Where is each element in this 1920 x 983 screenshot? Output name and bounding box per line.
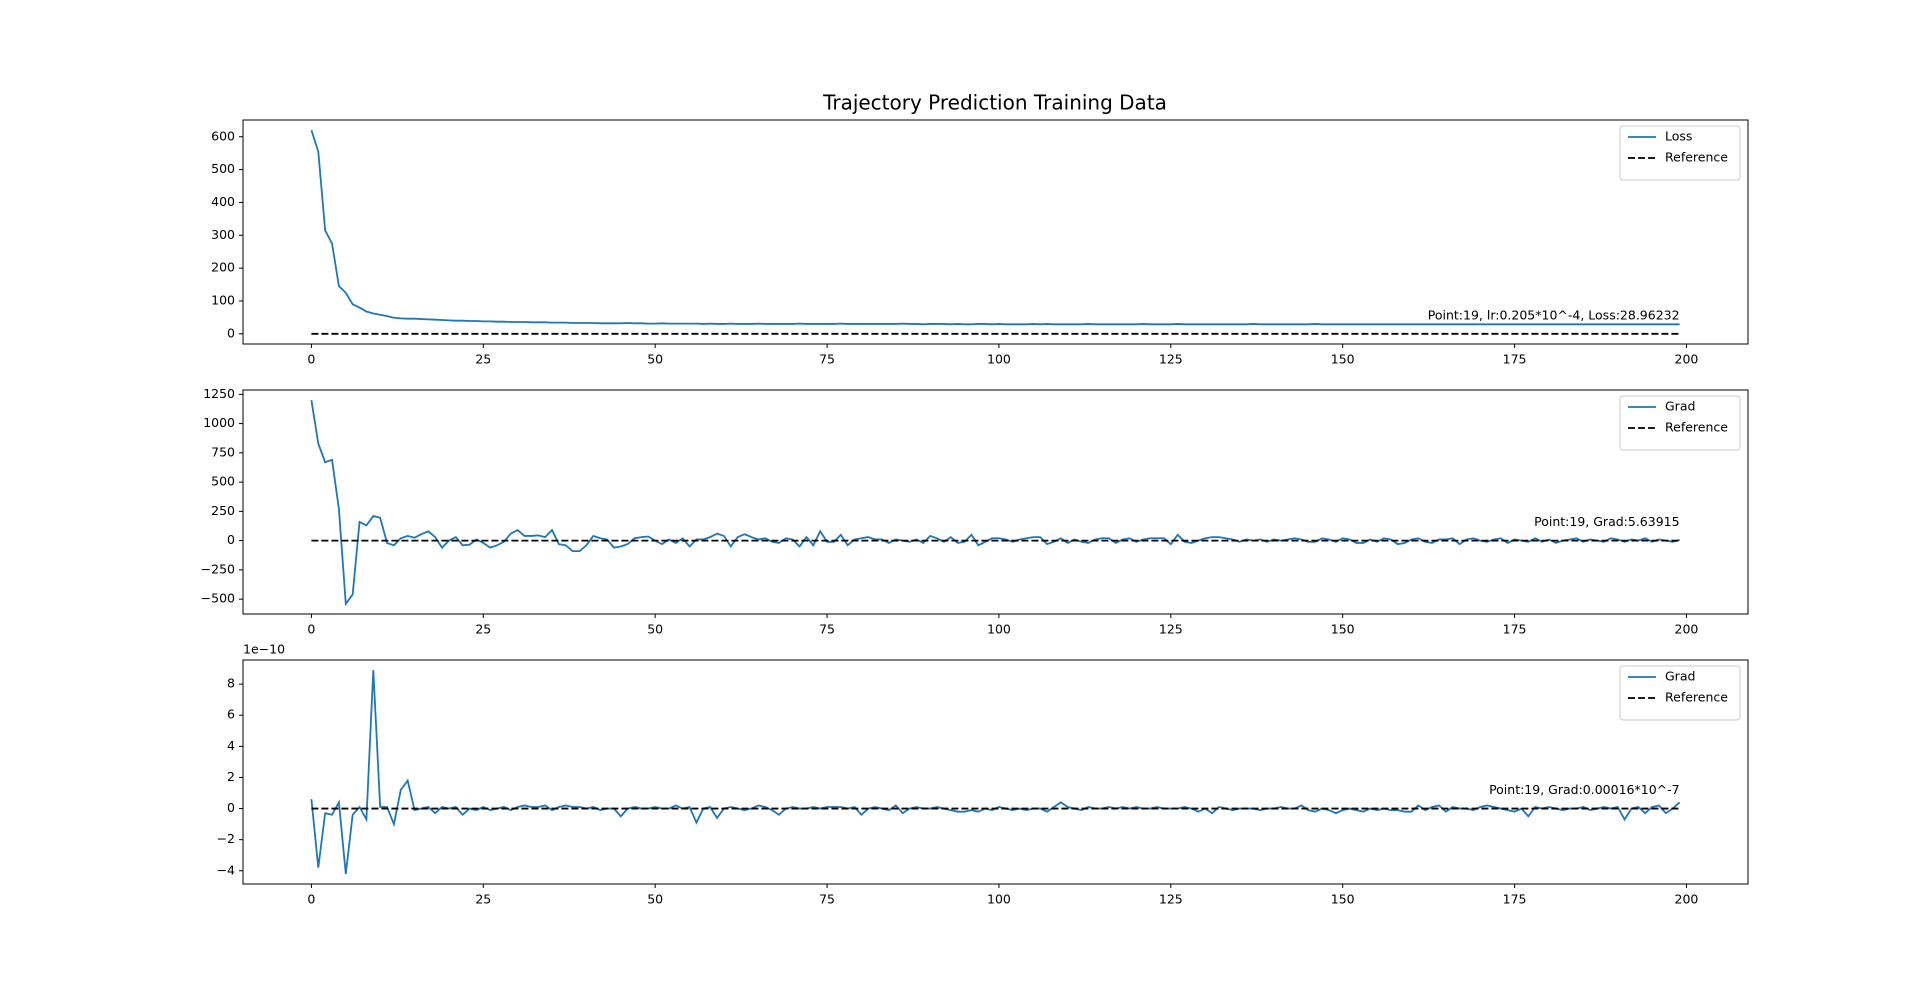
x-tick-label: 200 <box>1675 352 1699 367</box>
x-tick-label: 175 <box>1503 892 1527 907</box>
y-tick-label: −250 <box>201 561 235 576</box>
x-tick-label: 125 <box>1159 892 1183 907</box>
legend-label: Reference <box>1665 420 1728 435</box>
x-tick-label: 200 <box>1675 622 1699 637</box>
y-tick-label: 0 <box>227 532 235 547</box>
legend-label: Grad <box>1665 399 1695 414</box>
y-tick-label: 1000 <box>203 415 235 430</box>
x-tick-label: 175 <box>1503 352 1527 367</box>
x-tick-label: 75 <box>819 892 835 907</box>
x-tick-label: 175 <box>1503 622 1527 637</box>
x-tick-label: 0 <box>307 622 315 637</box>
y-tick-label: 200 <box>211 260 235 275</box>
y-tick-label: 0 <box>227 800 235 815</box>
data-line <box>310 400 1680 607</box>
y-tick-label: 2 <box>227 769 235 784</box>
y-tick-label: 250 <box>211 503 235 518</box>
subplot: 0 25 50 75 100 125 150 175 200 0 100 200 300 400 500 60… <box>211 119 1749 367</box>
annotation: Point:19, Grad:5.63915 <box>1534 514 1679 529</box>
legend-label: Reference <box>1665 150 1728 165</box>
x-tick-label: 100 <box>987 892 1011 907</box>
offset-label: 1e−10 <box>243 642 285 657</box>
legend-label: Loss <box>1665 129 1692 144</box>
axes-frame <box>242 659 1749 885</box>
y-tick-label: 400 <box>211 194 235 209</box>
axes-frame <box>242 119 1749 345</box>
x-tick-label: 50 <box>647 622 663 637</box>
y-tick-label: −500 <box>201 591 235 606</box>
subplot: 0 25 50 75 100 125 150 175 200 −500 −250 0 250 500 750… <box>201 386 1749 637</box>
x-tick-label: 200 <box>1675 892 1699 907</box>
chart-title: Trajectory Prediction Training Data <box>822 91 1167 115</box>
y-tick-label: 500 <box>211 474 235 489</box>
x-tick-label: 25 <box>475 352 491 367</box>
x-tick-label: 75 <box>819 352 835 367</box>
data-line <box>310 129 1680 326</box>
x-tick-label: 25 <box>475 892 491 907</box>
y-tick-label: 1250 <box>203 386 235 401</box>
y-tick-label: −4 <box>217 862 235 877</box>
x-tick-label: 150 <box>1331 352 1355 367</box>
x-tick-label: 0 <box>307 352 315 367</box>
y-tick-label: 8 <box>227 676 235 691</box>
x-tick-label: 50 <box>647 892 663 907</box>
y-tick-label: 100 <box>211 292 235 307</box>
x-tick-label: 100 <box>987 622 1011 637</box>
legend-box <box>1619 125 1741 181</box>
y-tick-label: −2 <box>217 831 235 846</box>
legend-box <box>1619 395 1741 451</box>
y-tick-label: 500 <box>211 161 235 176</box>
x-tick-label: 0 <box>307 892 315 907</box>
y-tick-label: 0 <box>227 325 235 340</box>
legend-label: Reference <box>1665 690 1728 705</box>
legend-label: Grad <box>1665 669 1695 684</box>
x-tick-label: 150 <box>1331 622 1355 637</box>
subplot: 0 25 50 75 100 125 150 175 200 −4 −2 0 2 4 6 8 1e−10 Poin… <box>217 642 1749 907</box>
y-tick-label: 750 <box>211 444 235 459</box>
y-tick-label: 6 <box>227 707 235 722</box>
x-tick-label: 75 <box>819 622 835 637</box>
y-tick-label: 4 <box>227 738 235 753</box>
x-tick-label: 25 <box>475 622 491 637</box>
x-tick-label: 125 <box>1159 622 1183 637</box>
x-tick-label: 50 <box>647 352 663 367</box>
y-tick-label: 600 <box>211 128 235 143</box>
legend-box <box>1619 665 1741 721</box>
y-tick-label: 300 <box>211 227 235 242</box>
x-tick-label: 100 <box>987 352 1011 367</box>
annotation: Point:19, Grad:0.00016*10^-7 <box>1489 782 1680 797</box>
x-tick-label: 150 <box>1331 892 1355 907</box>
x-tick-label: 125 <box>1159 352 1183 367</box>
annotation: Point:19, lr:0.205*10^-4, Loss:28.96232 <box>1428 307 1680 322</box>
axes-frame <box>242 389 1749 615</box>
